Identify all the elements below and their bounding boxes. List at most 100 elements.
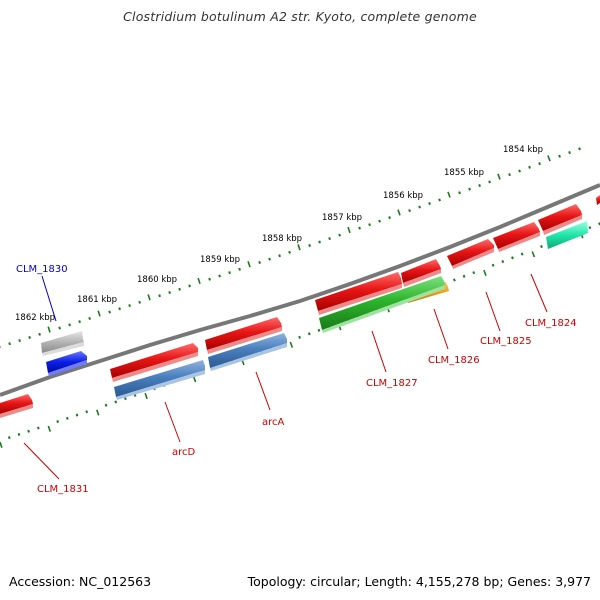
major-tick xyxy=(147,294,151,301)
gene-feature[interactable] xyxy=(596,195,600,205)
minor-tick xyxy=(488,180,491,184)
gene-feature[interactable] xyxy=(110,343,198,382)
minor-tick xyxy=(520,252,524,256)
minor-tick xyxy=(68,323,71,327)
minor-tick xyxy=(453,278,456,282)
gene-feature[interactable] xyxy=(319,276,445,333)
minor-tick xyxy=(128,304,131,308)
tick-label: 1861 kbp xyxy=(77,295,117,305)
minor-tick xyxy=(75,413,79,417)
minor-tick xyxy=(288,250,291,254)
gene-feature[interactable] xyxy=(0,394,33,418)
minor-tick xyxy=(501,260,505,264)
gene-labels: CLM_1824 CLM_1825 CLM_1826 CLM_1827 arcA… xyxy=(16,264,577,495)
minor-tick xyxy=(328,237,331,241)
minor-tick xyxy=(540,245,543,249)
minor-tick xyxy=(307,332,311,336)
tick-label: 1862 kbp xyxy=(15,313,55,323)
minor-tick xyxy=(78,320,81,324)
minor-tick xyxy=(518,169,521,173)
minor-tick xyxy=(118,307,121,311)
label-clm-1830: CLM_1830 xyxy=(16,264,68,275)
minor-tick xyxy=(472,271,476,275)
minor-tick xyxy=(338,233,341,237)
minor-tick xyxy=(528,165,531,169)
tick-label: 1859 kbp xyxy=(200,255,240,265)
tick-label: 1860 kbp xyxy=(137,275,177,285)
minor-tick xyxy=(65,416,69,420)
gene-feature[interactable] xyxy=(41,331,84,356)
minor-tick xyxy=(438,198,441,202)
minor-tick xyxy=(168,291,171,295)
major-tick xyxy=(0,441,3,448)
label-arcd: arcD xyxy=(172,447,196,458)
minor-tick xyxy=(88,316,91,320)
major-tick xyxy=(297,244,301,251)
major-tick xyxy=(547,155,551,162)
minor-tick xyxy=(408,209,411,213)
label-leaders xyxy=(23,273,548,480)
minor-tick xyxy=(298,335,301,339)
gene-feature[interactable] xyxy=(315,272,402,315)
minor-tick xyxy=(28,335,31,339)
tick-label: 1857 kbp xyxy=(322,213,362,223)
minor-tick xyxy=(124,397,127,401)
accession-text: Accession: NC_012563 xyxy=(9,574,152,589)
major-tick xyxy=(247,261,251,268)
gene-feature[interactable] xyxy=(205,317,282,354)
minor-tick xyxy=(368,223,371,227)
minor-tick xyxy=(218,274,221,278)
gene-feature[interactable] xyxy=(538,204,582,235)
minor-tick xyxy=(85,410,89,414)
minor-tick xyxy=(238,267,241,271)
minor-tick xyxy=(418,205,421,209)
minor-tick xyxy=(188,284,191,288)
minor-tick xyxy=(27,429,30,433)
minor-tick xyxy=(104,403,108,407)
minor-tick xyxy=(8,342,11,346)
major-tick xyxy=(289,341,294,348)
gene-feature[interactable] xyxy=(208,333,287,371)
minor-tick xyxy=(462,274,466,278)
gene-feature[interactable] xyxy=(46,351,87,376)
gene-feature[interactable] xyxy=(447,239,494,269)
tick-label: 1855 kbp xyxy=(444,168,484,178)
tick-label: 1854 kbp xyxy=(503,145,543,155)
label-clm-1825: CLM_1825 xyxy=(480,336,532,347)
gene-feature[interactable] xyxy=(114,360,205,400)
features xyxy=(0,195,600,418)
minor-tick xyxy=(178,287,181,291)
minor-tick xyxy=(158,294,161,298)
minor-tick xyxy=(38,332,41,336)
gene-feature[interactable] xyxy=(493,222,540,252)
minor-tick xyxy=(228,271,231,275)
gene-feature[interactable] xyxy=(401,259,441,287)
label-clm-1824: CLM_1824 xyxy=(525,318,577,329)
minor-tick xyxy=(568,151,571,155)
minor-tick xyxy=(18,339,21,343)
minor-tick xyxy=(58,326,61,330)
tick-label: 1858 kbp xyxy=(262,234,302,244)
minor-tick xyxy=(308,243,311,247)
map-title: Clostridium botulinum A2 str. Kyoto, com… xyxy=(123,9,477,24)
major-tick xyxy=(97,310,101,317)
minor-tick xyxy=(278,254,281,258)
minor-tick xyxy=(388,216,391,220)
minor-tick xyxy=(114,400,118,404)
label-arca: arcA xyxy=(262,417,285,428)
major-tick xyxy=(96,409,100,416)
minor-tick xyxy=(538,162,541,166)
minor-tick xyxy=(468,187,471,191)
minor-tick xyxy=(318,240,321,244)
major-tick xyxy=(144,392,148,400)
tick-label: 1856 kbp xyxy=(383,191,423,201)
gene-feature[interactable] xyxy=(546,221,588,249)
minor-tick xyxy=(578,147,581,151)
minor-tick xyxy=(358,226,361,230)
minor-tick xyxy=(17,432,21,436)
minor-tick xyxy=(108,310,111,314)
major-tick xyxy=(531,251,536,258)
label-clm-1827: CLM_1827 xyxy=(366,378,418,389)
major-tick xyxy=(397,209,401,216)
